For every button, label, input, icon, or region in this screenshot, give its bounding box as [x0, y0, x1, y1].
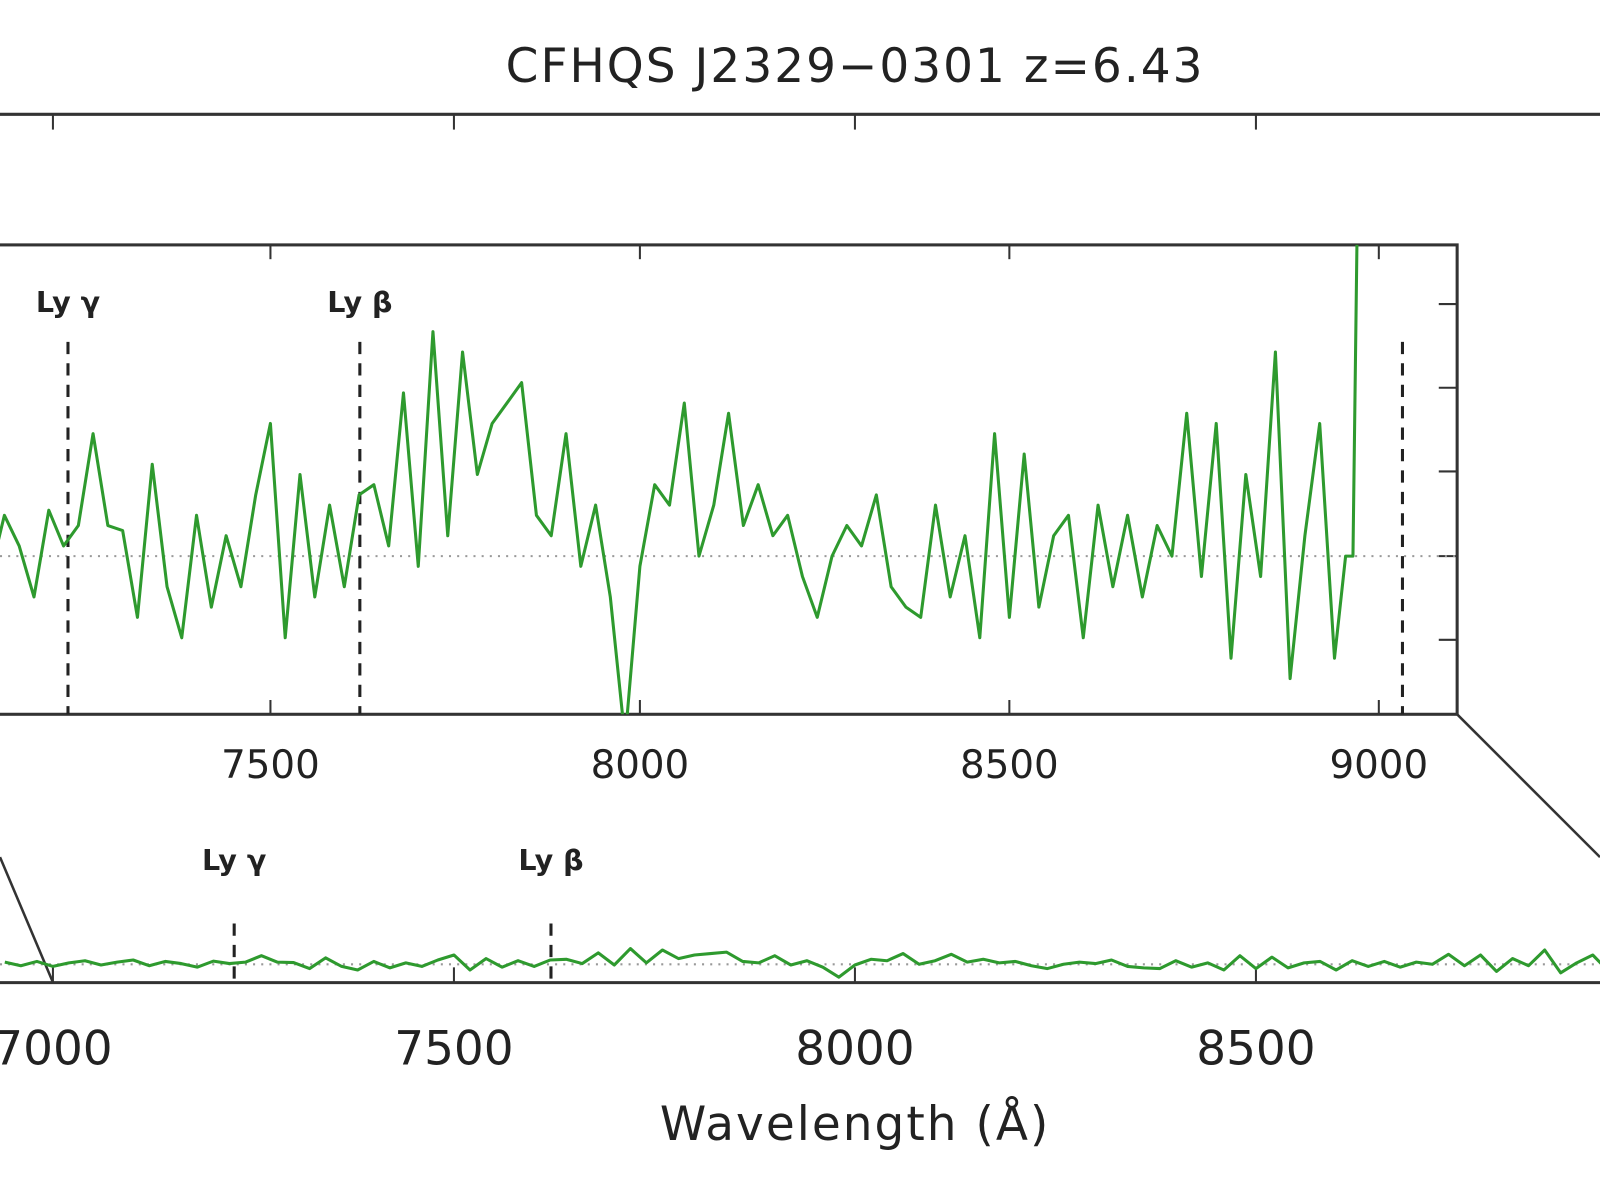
zoom-connector — [1456, 713, 1600, 859]
x-tick-label: 9000 — [1329, 743, 1428, 788]
x-tick-label: 7000 — [0, 1022, 113, 1077]
ly-label: Ly β — [327, 285, 392, 319]
spectrum — [4, 947, 1600, 979]
spectrum — [0, 244, 1359, 715]
ly-label: Ly γ — [36, 285, 101, 319]
x-tick-label: 7500 — [221, 743, 320, 788]
x-tick-label: 7500 — [394, 1022, 513, 1077]
x-axis-label: Wavelength (Å) — [660, 1097, 1051, 1152]
x-tick-label: 8000 — [591, 743, 690, 788]
x-tick-label: 9000 — [1597, 1022, 1600, 1077]
zoom-connector — [0, 856, 55, 984]
ly-label: Ly β — [518, 843, 583, 877]
chart-title: CFHQS J2329−0301 z=6.43 — [506, 39, 1205, 94]
x-tick-label: 8000 — [795, 1022, 914, 1077]
inset-frame — [0, 243, 1459, 716]
ly-label: Ly γ — [202, 843, 267, 877]
x-tick-label: 8500 — [960, 743, 1059, 788]
x-tick-label: 8500 — [1196, 1022, 1315, 1077]
